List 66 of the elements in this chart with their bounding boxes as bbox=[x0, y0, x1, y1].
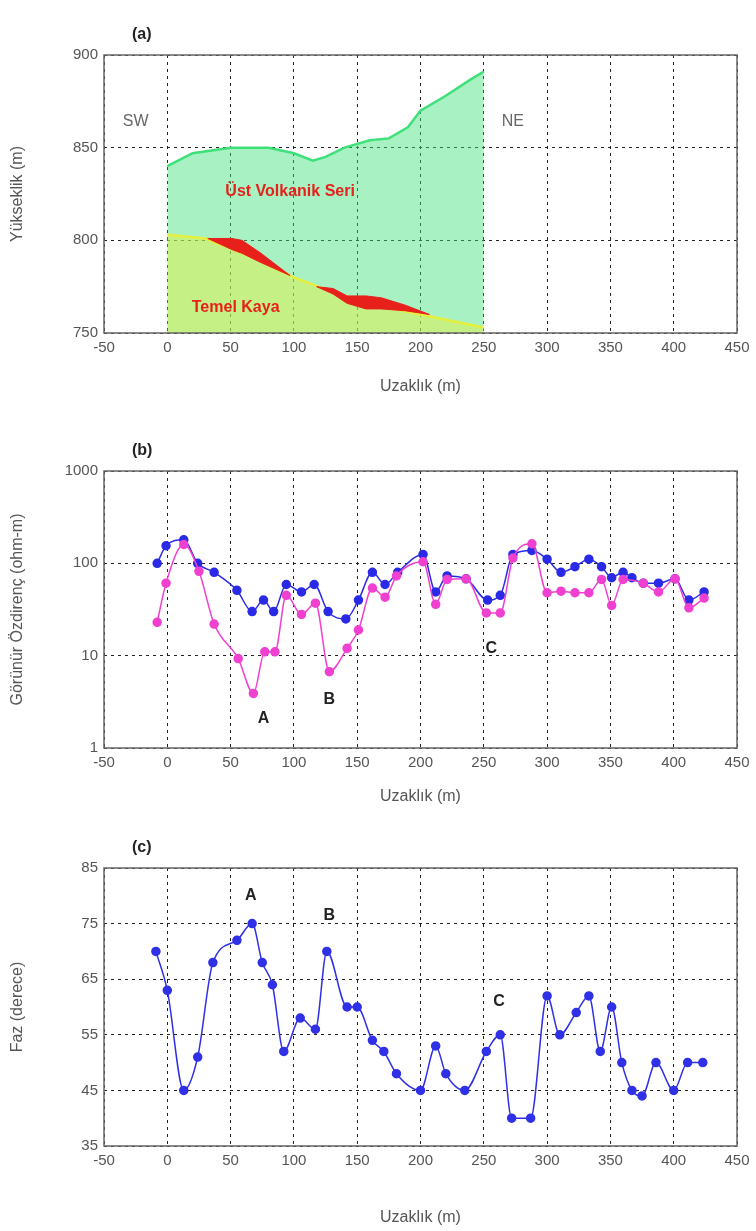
x-tick-label: 250 bbox=[471, 338, 497, 356]
y-tick-label: 1000 bbox=[64, 461, 98, 479]
y-tick-label: 10 bbox=[81, 645, 98, 663]
x-tick-label: 350 bbox=[597, 338, 623, 356]
y-tick-label: 900 bbox=[72, 45, 98, 63]
x-tick-label: 50 bbox=[222, 338, 239, 356]
x-tick-label: 400 bbox=[661, 338, 687, 356]
annotation: Üst Volkanik Seri bbox=[225, 181, 355, 200]
x-tick-label: -50 bbox=[93, 753, 115, 771]
annotation: B bbox=[323, 905, 336, 923]
y-tick-label: 45 bbox=[81, 1080, 98, 1098]
x-tick-label: 0 bbox=[163, 1151, 172, 1169]
x-tick-label: 50 bbox=[222, 753, 239, 771]
x-axis-title: Uzaklık (m) bbox=[380, 1207, 461, 1225]
x-tick-label: 400 bbox=[661, 1151, 687, 1169]
y-tick-label: 850 bbox=[72, 137, 98, 155]
x-tick-label: 350 bbox=[597, 1151, 623, 1169]
x-tick-label: 150 bbox=[344, 1151, 370, 1169]
annotation: B bbox=[323, 690, 336, 708]
x-tick-label: 350 bbox=[597, 753, 623, 771]
x-tick-label: 250 bbox=[471, 1151, 497, 1169]
x-tick-label: 300 bbox=[534, 753, 560, 771]
y-axis-title: Görünür Özdirenç (ohm-m) bbox=[8, 513, 26, 706]
x-tick-label: 150 bbox=[344, 753, 370, 771]
x-tick-label: 300 bbox=[534, 1151, 560, 1169]
x-tick-label: 0 bbox=[163, 338, 172, 356]
x-tick-label: 100 bbox=[281, 753, 307, 771]
x-axis-title: Uzaklık (m) bbox=[380, 376, 461, 394]
y-tick-label: 1 bbox=[89, 738, 98, 756]
y-tick-label: 750 bbox=[72, 323, 98, 341]
x-tick-label: -50 bbox=[93, 338, 115, 356]
x-tick-label: 450 bbox=[724, 753, 750, 771]
x-tick-label: 0 bbox=[163, 753, 172, 771]
x-tick-label: -50 bbox=[93, 1151, 115, 1169]
y-tick-label: 35 bbox=[81, 1136, 98, 1154]
x-tick-label: 450 bbox=[724, 338, 750, 356]
chart-title: (b) bbox=[132, 441, 153, 459]
x-tick-label: 100 bbox=[281, 338, 307, 356]
x-tick-label: 150 bbox=[344, 338, 370, 356]
annotation: NE bbox=[501, 112, 525, 130]
y-axis-title: Yükseklik (m) bbox=[8, 145, 26, 243]
annotation: Temel Kaya bbox=[191, 297, 280, 315]
annotation: A bbox=[245, 886, 258, 904]
annotation: C bbox=[485, 638, 498, 656]
annotation: A bbox=[257, 708, 270, 726]
y-tick-label: 75 bbox=[81, 913, 98, 931]
annotation: SW bbox=[122, 112, 150, 130]
y-tick-label: 100 bbox=[72, 553, 98, 571]
x-axis-title: Uzaklık (m) bbox=[380, 786, 461, 804]
x-tick-label: 450 bbox=[724, 1151, 750, 1169]
x-tick-label: 400 bbox=[661, 753, 687, 771]
y-tick-label: 800 bbox=[72, 230, 98, 248]
x-tick-label: 200 bbox=[407, 1151, 434, 1169]
y-tick-label: 55 bbox=[81, 1024, 98, 1042]
x-tick-label: 100 bbox=[281, 1151, 307, 1169]
x-tick-label: 300 bbox=[534, 338, 560, 356]
y-tick-label: 65 bbox=[81, 969, 98, 987]
x-tick-label: 250 bbox=[471, 753, 497, 771]
x-tick-label: 50 bbox=[222, 1151, 239, 1169]
chart-title: (a) bbox=[132, 25, 152, 43]
chart-title: (c) bbox=[132, 838, 152, 856]
y-axis-title: Faz (derece) bbox=[8, 961, 26, 1053]
y-tick-label: 85 bbox=[81, 858, 98, 876]
annotation: C bbox=[493, 991, 506, 1009]
x-tick-label: 200 bbox=[407, 338, 434, 356]
x-tick-label: 200 bbox=[407, 753, 434, 771]
